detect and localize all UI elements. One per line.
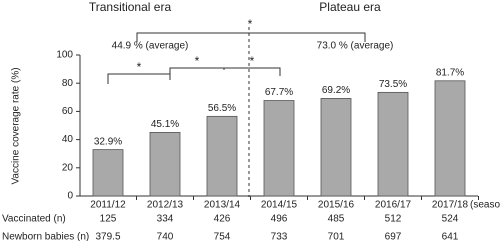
y-tick-label: 100 xyxy=(56,50,73,61)
x-tick-label: 2015/16 xyxy=(318,200,355,211)
table-cell: 485 xyxy=(328,214,345,225)
y-tick-label: 20 xyxy=(62,162,74,173)
bar xyxy=(263,100,295,197)
bar xyxy=(320,98,352,197)
bracket xyxy=(169,67,225,74)
significance-mark: * xyxy=(250,54,255,68)
table-cell: 697 xyxy=(385,232,402,241)
bar xyxy=(434,80,466,197)
table-cell: 125 xyxy=(100,214,117,225)
x-tick-label: 2016/17 xyxy=(375,200,412,211)
x-tick-label: 2012/13 xyxy=(147,200,184,211)
table-cell: 740 xyxy=(157,232,174,241)
value-label: 73.5% xyxy=(379,79,407,90)
value-label: 45.1% xyxy=(151,119,179,130)
era-label: Plateau era xyxy=(319,0,381,14)
table-cell: 754 xyxy=(214,232,231,241)
table-cell: 512 xyxy=(385,214,402,225)
table-cell: 641 xyxy=(442,232,459,241)
era-label: Transitional era xyxy=(89,0,172,14)
average-label: 44.9 % (average) xyxy=(112,41,189,52)
table-cell: 733 xyxy=(271,232,288,241)
significance-mark: * xyxy=(137,60,142,74)
table-cell: 426 xyxy=(214,214,231,225)
bar xyxy=(92,149,124,197)
value-label: 81.7% xyxy=(436,67,464,78)
bar xyxy=(149,132,181,197)
table-cell: 496 xyxy=(271,214,288,225)
x-tick-label: 2011/12 xyxy=(90,200,126,211)
bracket xyxy=(107,73,171,84)
x-tick-label: 2017/18 xyxy=(432,200,469,211)
x-axis-title: (season) xyxy=(470,200,500,211)
value-label: 32.9% xyxy=(94,136,122,147)
y-tick-label: 80 xyxy=(62,78,74,89)
table-cell: 701 xyxy=(328,232,345,241)
y-tick-label: 0 xyxy=(67,191,73,202)
table-row-label: Newborn babies (n) xyxy=(2,232,89,241)
significance-mark: * xyxy=(248,17,253,31)
x-tick-label: 2014/15 xyxy=(261,200,298,211)
significance-mark: * xyxy=(195,54,200,68)
value-label: 56.5% xyxy=(208,103,236,114)
y-axis-title: Vaccine coverage rate (%) xyxy=(11,67,22,184)
value-label: 69.2% xyxy=(322,85,350,96)
y-tick-label: 40 xyxy=(62,134,74,145)
y-tick-label: 60 xyxy=(62,106,74,117)
bracket xyxy=(223,67,281,76)
table-row-label: Vaccinated (n) xyxy=(2,214,66,225)
bar xyxy=(206,115,238,197)
bar xyxy=(377,91,409,197)
x-tick-label: 2013/14 xyxy=(204,200,241,211)
table-cell: 334 xyxy=(157,214,174,225)
table-cell: 379.5 xyxy=(95,232,120,241)
average-label: 73.0 % (average) xyxy=(317,41,394,52)
value-label: 67.7% xyxy=(265,87,293,98)
table-cell: 524 xyxy=(442,214,459,225)
bracket xyxy=(136,32,366,42)
